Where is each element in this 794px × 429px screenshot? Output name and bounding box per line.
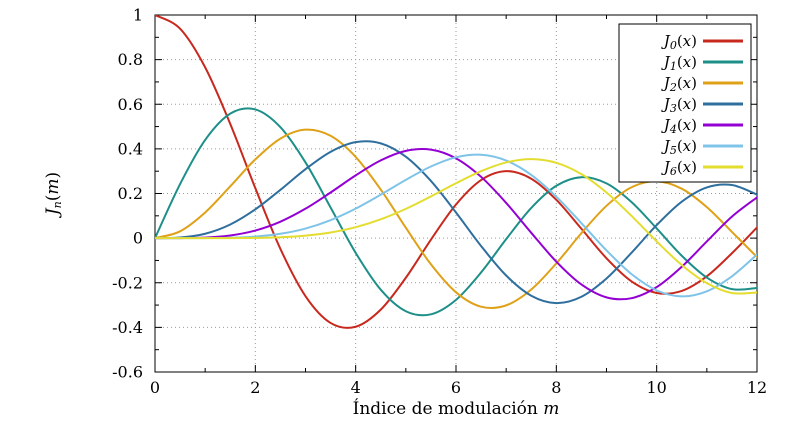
y-tick-label: 0.8 — [118, 50, 143, 69]
curve-J5 — [155, 153, 757, 298]
legend-label-J2: J2(x) — [661, 74, 697, 94]
y-tick-label: 0.4 — [118, 139, 143, 158]
x-tick-label: 2 — [250, 378, 260, 397]
y-tick-label: 1 — [133, 6, 143, 25]
legend-label-J3: J3(x) — [661, 95, 697, 115]
curve-J6 — [155, 158, 757, 295]
legend-label-J1: J1(x) — [661, 53, 697, 73]
curve-J0 — [155, 15, 757, 329]
tick-marks — [154, 14, 758, 373]
x-tick-label: 8 — [551, 378, 561, 397]
x-tick-label: 10 — [646, 378, 666, 397]
y-tick-label: 0.2 — [118, 184, 143, 203]
legend-label-J4: J4(x) — [661, 116, 697, 136]
x-tick-label: 6 — [451, 378, 461, 397]
curve-J1 — [155, 107, 757, 317]
legend-label-J5: J5(x) — [661, 137, 697, 157]
y-tick-label: -0.4 — [112, 318, 143, 337]
y-tick-label: -0.2 — [112, 273, 143, 292]
y-tick-label: 0.6 — [118, 95, 143, 114]
x-tick-label: 12 — [747, 378, 767, 397]
x-axis-label: Índice de modulación m — [353, 398, 560, 419]
x-tick-label: 4 — [351, 378, 361, 397]
y-tick-label: -0.6 — [112, 363, 143, 382]
legend: J0(x)J1(x)J2(x)J3(x)J4(x)J5(x)J6(x) — [618, 23, 752, 183]
legend-label-J6: J6(x) — [661, 158, 697, 178]
curve-J3 — [155, 140, 757, 305]
y-axis-label: Jn(m) — [43, 172, 64, 218]
legend-label-J0: J0(x) — [661, 32, 697, 52]
y-tick-label: 0 — [133, 229, 143, 248]
x-tick-label: 0 — [150, 378, 160, 397]
